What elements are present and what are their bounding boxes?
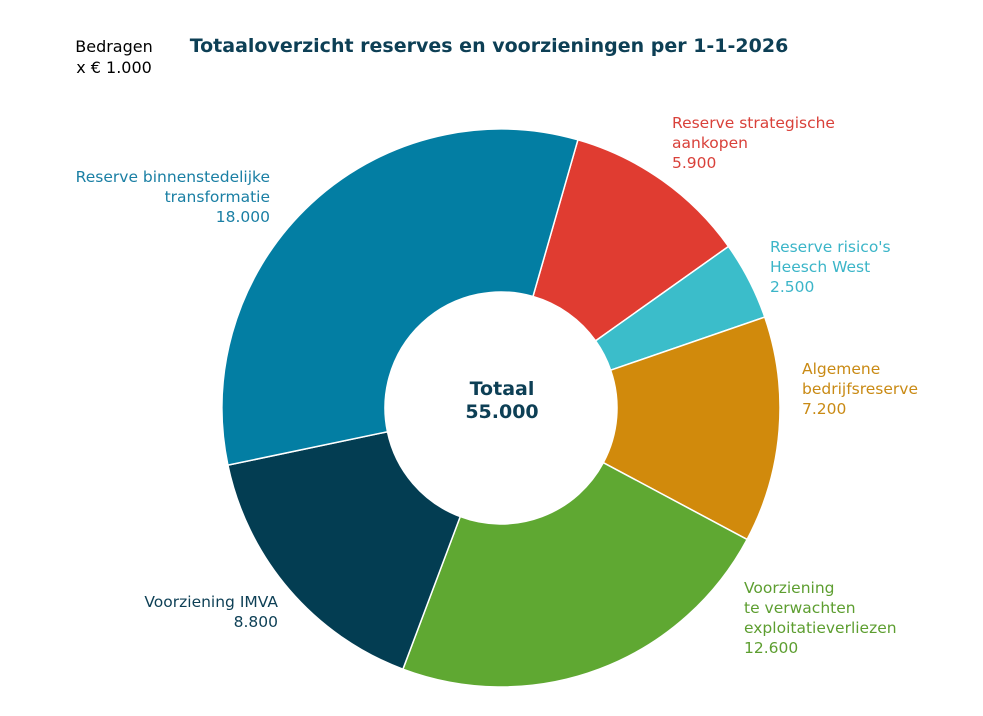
unit-label: Bedragen x € 1.000	[75, 37, 153, 77]
slice-name-line: Heesch West	[770, 258, 870, 276]
slice-label-5: Voorziening IMVA 8.800	[144, 593, 278, 631]
center-label-title: Totaal	[470, 378, 535, 400]
chart-title: Totaaloverzicht reserves en voorzieninge…	[190, 35, 789, 57]
slice-name-line: aankopen	[672, 134, 748, 152]
donut-slice-5	[227, 430, 462, 671]
slice-name-line: Algemene	[802, 360, 880, 378]
slice-name-line: transformatie	[165, 188, 270, 206]
slice-name-line: bedrijfsreserve	[802, 380, 918, 398]
unit-label-line-1: Bedragen	[75, 37, 153, 56]
slice-name-line: Voorziening IMVA	[144, 593, 278, 611]
donut-slice-1	[532, 138, 730, 342]
slice-name-line: Voorziening	[744, 579, 835, 597]
slice-label-2: Reserve risico's Heesch West 2.500	[770, 238, 891, 296]
slice-name-line: exploitatieverliezen	[744, 619, 897, 637]
unit-label-line-2: x € 1.000	[76, 58, 152, 77]
donut-slice-3	[602, 316, 781, 541]
donut-slices	[221, 128, 781, 688]
slice-value-label: 7.200	[802, 400, 846, 418]
slice-label-3: Algemene bedrijfsreserve 7.200	[802, 360, 918, 418]
slice-label-4: Voorziening te verwachten exploitatieverli…	[744, 579, 897, 657]
slice-value-label: 5.900	[672, 154, 716, 172]
donut-slice-6	[221, 128, 579, 467]
slice-labels: Reserve strategische aankopen 5.900Reserve…	[76, 114, 918, 657]
center-label: Totaal 55.000	[465, 378, 538, 423]
slice-label-6: Reserve binnenstedelijke transformatie 18.…	[76, 168, 270, 226]
slice-label-1: Reserve strategische aankopen 5.900	[672, 114, 835, 172]
slice-value-label: 18.000	[216, 208, 270, 226]
slice-name-line: te verwachten	[744, 599, 856, 617]
slice-value-label: 8.800	[234, 613, 278, 631]
slice-value-label: 2.500	[770, 278, 814, 296]
slice-name-line: Reserve risico's	[770, 238, 891, 256]
slice-value-label: 12.600	[744, 639, 798, 657]
slice-name-line: Reserve binnenstedelijke	[76, 168, 270, 186]
donut-slice-4	[401, 461, 749, 688]
center-label-total: 55.000	[465, 401, 538, 423]
slice-name-line: Reserve strategische	[672, 114, 835, 132]
